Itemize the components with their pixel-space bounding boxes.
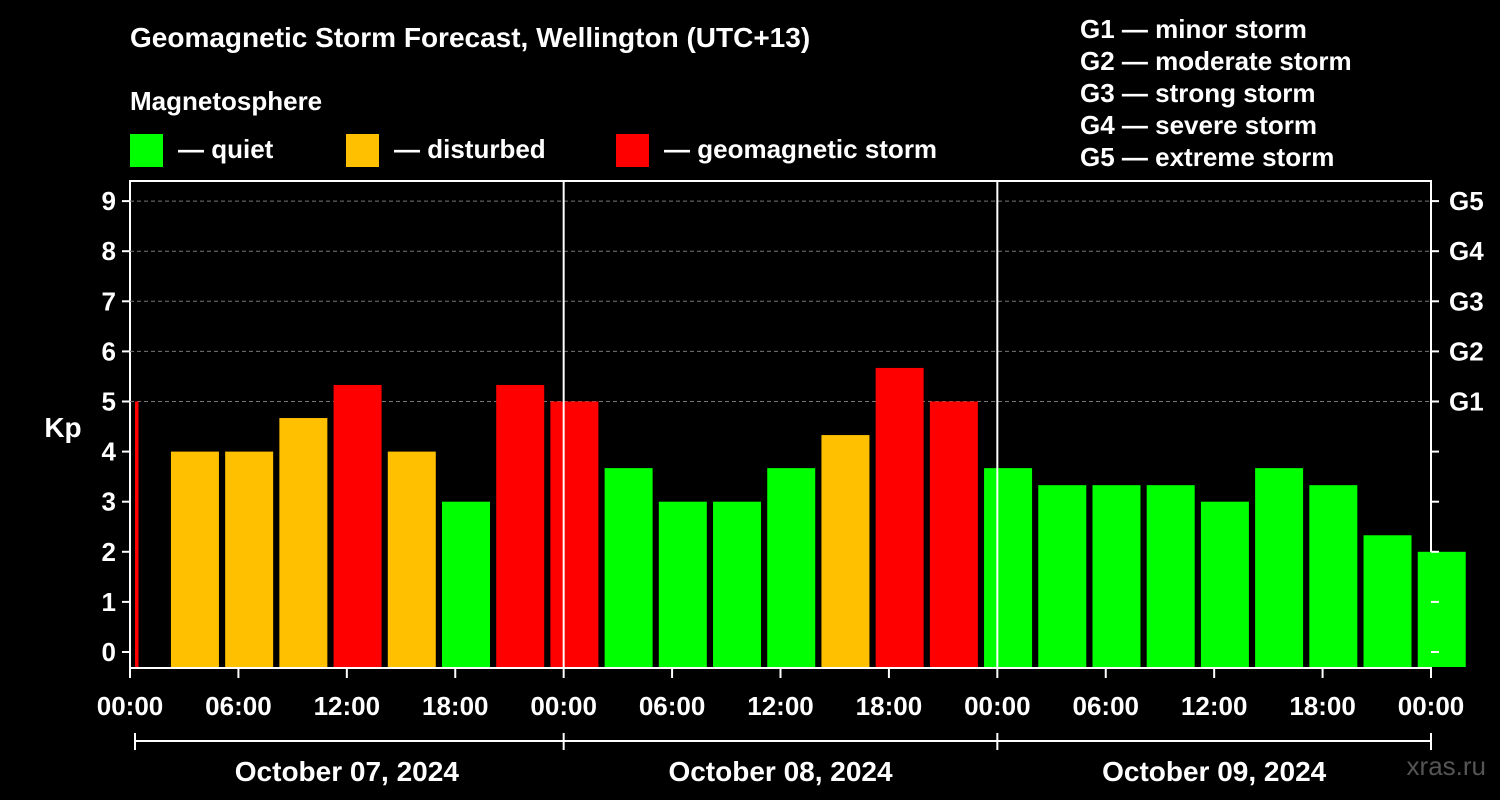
bar-0 [135,402,138,668]
ytick-label-0: 0 [102,637,116,667]
ytick-label-9: 9 [102,186,116,216]
xtick-label-10: 12:00 [1181,691,1248,721]
bar-1 [171,452,219,667]
bar-17 [1038,485,1086,667]
bar-24 [1418,552,1466,667]
g-label-G2: G2 [1449,336,1484,366]
bar-10 [659,502,707,667]
g-label-G3: G3 [1449,286,1484,316]
bar-15 [930,402,978,668]
bar-21 [1255,468,1303,667]
date-label-0: October 07, 2024 [235,756,460,787]
bar-23 [1364,535,1412,667]
xtick-label-6: 12:00 [747,691,814,721]
bar-18 [1092,485,1140,667]
bar-11 [713,502,761,667]
ytick-label-1: 1 [102,587,116,617]
xtick-label-4: 00:00 [530,691,597,721]
ytick-label-5: 5 [102,387,116,417]
watermark: xras.ru [1407,751,1486,782]
xtick-label-5: 06:00 [639,691,706,721]
bar-5 [388,452,436,667]
bar-6 [442,502,490,667]
xtick-label-3: 18:00 [422,691,489,721]
xtick-label-1: 06:00 [205,691,272,721]
kp-chart: 0 1 2 3 4 5 6 7 8 9 G1 G2 G3 G4 G5 Kp 00:00 06:00 12:00 18:… [0,0,1500,800]
xtick-label-7: 18:00 [856,691,923,721]
y-axis-label: Kp [44,412,81,443]
bar-3 [279,418,327,667]
bar-9 [605,468,653,667]
xtick-label-11: 18:00 [1289,691,1356,721]
xtick-label-8: 00:00 [964,691,1031,721]
bar-8 [550,402,598,668]
date-label-1: October 08, 2024 [668,756,893,787]
g-label-G5: G5 [1449,186,1484,216]
bar-2 [225,452,273,667]
bar-7 [496,385,544,667]
ytick-label-2: 2 [102,537,116,567]
bar-22 [1309,485,1357,667]
ytick-label-4: 4 [102,437,117,467]
ytick-label-7: 7 [102,286,116,316]
xtick-label-9: 06:00 [1073,691,1140,721]
bar-14 [876,368,924,667]
ytick-label-6: 6 [102,336,116,366]
xtick-label-2: 12:00 [314,691,381,721]
xtick-label-12: 00:00 [1398,691,1465,721]
ytick-label-8: 8 [102,236,116,266]
ytick-label-3: 3 [102,487,116,517]
xtick-label-0: 00:00 [97,691,164,721]
g-label-G4: G4 [1449,236,1484,266]
bar-20 [1201,502,1249,667]
bar-13 [821,435,869,667]
date-label-2: October 09, 2024 [1102,756,1327,787]
bar-19 [1147,485,1195,667]
bar-16 [984,468,1032,667]
g-label-G1: G1 [1449,387,1484,417]
bar-12 [767,468,815,667]
bar-4 [334,385,382,667]
